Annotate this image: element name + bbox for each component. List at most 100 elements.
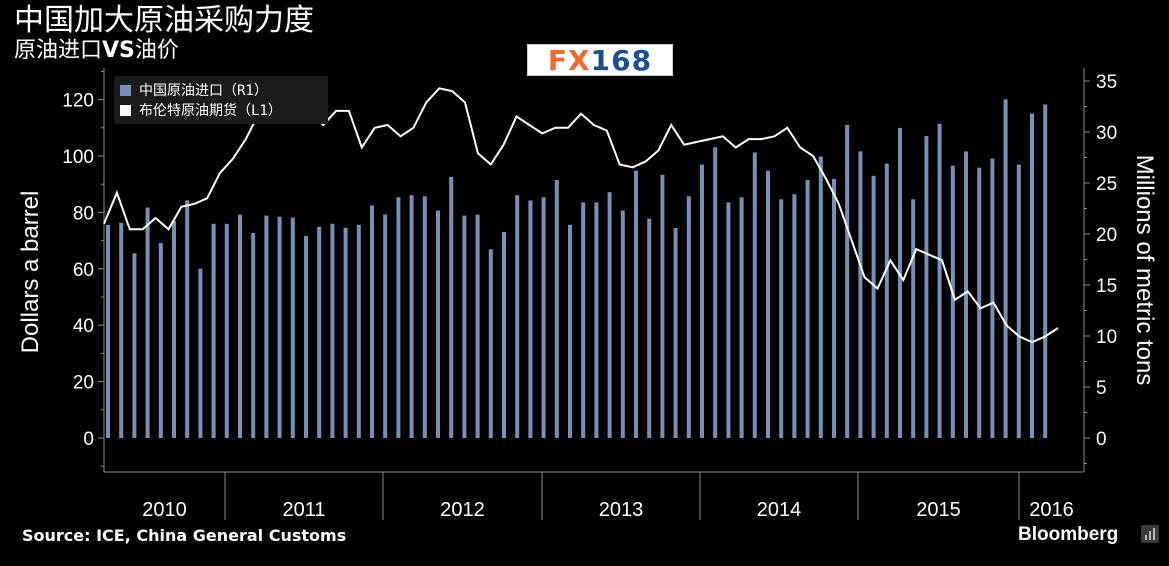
- import-bar: [977, 167, 982, 438]
- import-bar: [818, 156, 823, 439]
- import-bar: [898, 127, 902, 439]
- year-label: 2012: [440, 499, 485, 521]
- import-bar: [964, 151, 968, 438]
- subtitle-vs: VS: [102, 38, 135, 63]
- year-label: 2010: [142, 499, 187, 521]
- legend-label-brent: 布伦特原油期货（L1）: [139, 103, 282, 119]
- import-bar: [396, 197, 401, 438]
- import-bar: [1030, 113, 1034, 438]
- right-tick-label: 10: [1096, 327, 1117, 348]
- legend-item-brent: 布伦特原油期货（L1）: [120, 101, 282, 119]
- left-tick-label: 80: [73, 203, 94, 224]
- import-bar: [383, 214, 388, 438]
- legend-swatch-bar: [120, 84, 131, 96]
- import-bar: [224, 223, 229, 438]
- chart-subtitle: 原油进口VS油价: [14, 38, 179, 64]
- bloomberg-chart-icon: [1141, 525, 1159, 543]
- left-tick-label: 120: [62, 91, 94, 112]
- import-bar: [502, 231, 506, 438]
- import-bar: [950, 165, 955, 438]
- import-bar: [132, 253, 137, 438]
- right-tick-label: 30: [1096, 123, 1117, 144]
- import-bar: [158, 243, 163, 438]
- import-bar: [475, 214, 480, 438]
- logo-fx-text: FX: [547, 43, 591, 77]
- import-bar: [739, 197, 744, 438]
- bloomberg-brand: Bloomberg: [1018, 524, 1119, 545]
- import-bar: [515, 195, 520, 438]
- chart-title: 中国加大原油采购力度: [14, 3, 314, 38]
- right-axis-title: Millions of metric tons: [1131, 155, 1158, 386]
- right-tick-label: 15: [1096, 276, 1117, 297]
- import-bar: [172, 220, 176, 438]
- right-tick-label: 35: [1096, 72, 1117, 93]
- import-bar: [1043, 104, 1048, 439]
- import-bar: [422, 196, 427, 438]
- import-bar: [145, 207, 150, 438]
- left-tick-label: 20: [73, 373, 94, 394]
- year-label: 2016: [1029, 499, 1074, 521]
- import-bar: [462, 215, 467, 438]
- right-tick-label: 20: [1096, 225, 1117, 246]
- left-tick-label: 100: [62, 147, 94, 168]
- import-bar: [356, 224, 361, 438]
- year-label: 2014: [757, 499, 802, 521]
- import-bar: [1016, 164, 1021, 438]
- import-bar: [119, 222, 124, 438]
- right-tick-label: 25: [1096, 174, 1117, 195]
- legend-label-imports: 中国原油进口（R1）: [139, 83, 268, 99]
- import-bar: [211, 223, 216, 438]
- import-bar: [673, 227, 678, 438]
- left-tick-label: 0: [83, 429, 94, 450]
- import-bar: [541, 197, 546, 438]
- import-bar: [317, 226, 322, 438]
- import-bar: [528, 200, 533, 438]
- import-bar: [185, 200, 190, 438]
- import-bar: [779, 199, 784, 438]
- logo-number-text: 168: [590, 43, 653, 77]
- fx168-logo: FX 168: [527, 43, 673, 77]
- import-bar: [106, 224, 110, 438]
- source-note: Source: ICE, China General Customs: [22, 526, 347, 545]
- import-bar: [832, 178, 836, 439]
- import-bar: [660, 174, 665, 438]
- import-bar: [700, 164, 704, 438]
- subtitle-part2: 油价: [134, 38, 179, 63]
- import-bar: [634, 170, 638, 438]
- subtitle-part1: 原油进口: [14, 38, 103, 63]
- import-bar: [343, 227, 348, 438]
- import-bar: [1003, 99, 1008, 439]
- import-bar: [792, 194, 797, 438]
- left-tick-label: 60: [73, 260, 94, 281]
- right-tick-label: 0: [1096, 429, 1107, 450]
- import-bar: [937, 123, 942, 438]
- import-bar: [686, 196, 691, 438]
- legend-item-imports: 中国原油进口（R1）: [120, 81, 268, 99]
- import-bar: [713, 147, 718, 439]
- import-bar: [554, 179, 559, 438]
- year-label: 2013: [599, 499, 644, 521]
- import-bar: [264, 215, 269, 438]
- import-bar: [620, 210, 625, 438]
- import-bar: [594, 202, 599, 438]
- import-bar: [871, 175, 876, 439]
- import-bar: [805, 179, 810, 438]
- import-bar: [449, 176, 454, 438]
- import-bar: [251, 232, 256, 438]
- import-bar: [568, 224, 572, 438]
- import-bar: [726, 202, 731, 438]
- import-bar: [488, 249, 493, 438]
- legend-swatch-line: [120, 104, 131, 116]
- year-label: 2011: [282, 499, 325, 521]
- legend: 中国原油进口（R1） 布伦特原油期货（L1）: [114, 76, 328, 124]
- import-bar: [198, 268, 203, 438]
- left-axis-title: Dollars a barrel: [17, 191, 44, 354]
- left-tick-label: 40: [73, 316, 94, 337]
- import-bar: [845, 124, 850, 439]
- import-bar: [752, 152, 757, 438]
- import-bar: [277, 216, 282, 438]
- import-bar: [238, 214, 242, 438]
- import-bar: [647, 218, 652, 438]
- import-bar: [581, 202, 586, 438]
